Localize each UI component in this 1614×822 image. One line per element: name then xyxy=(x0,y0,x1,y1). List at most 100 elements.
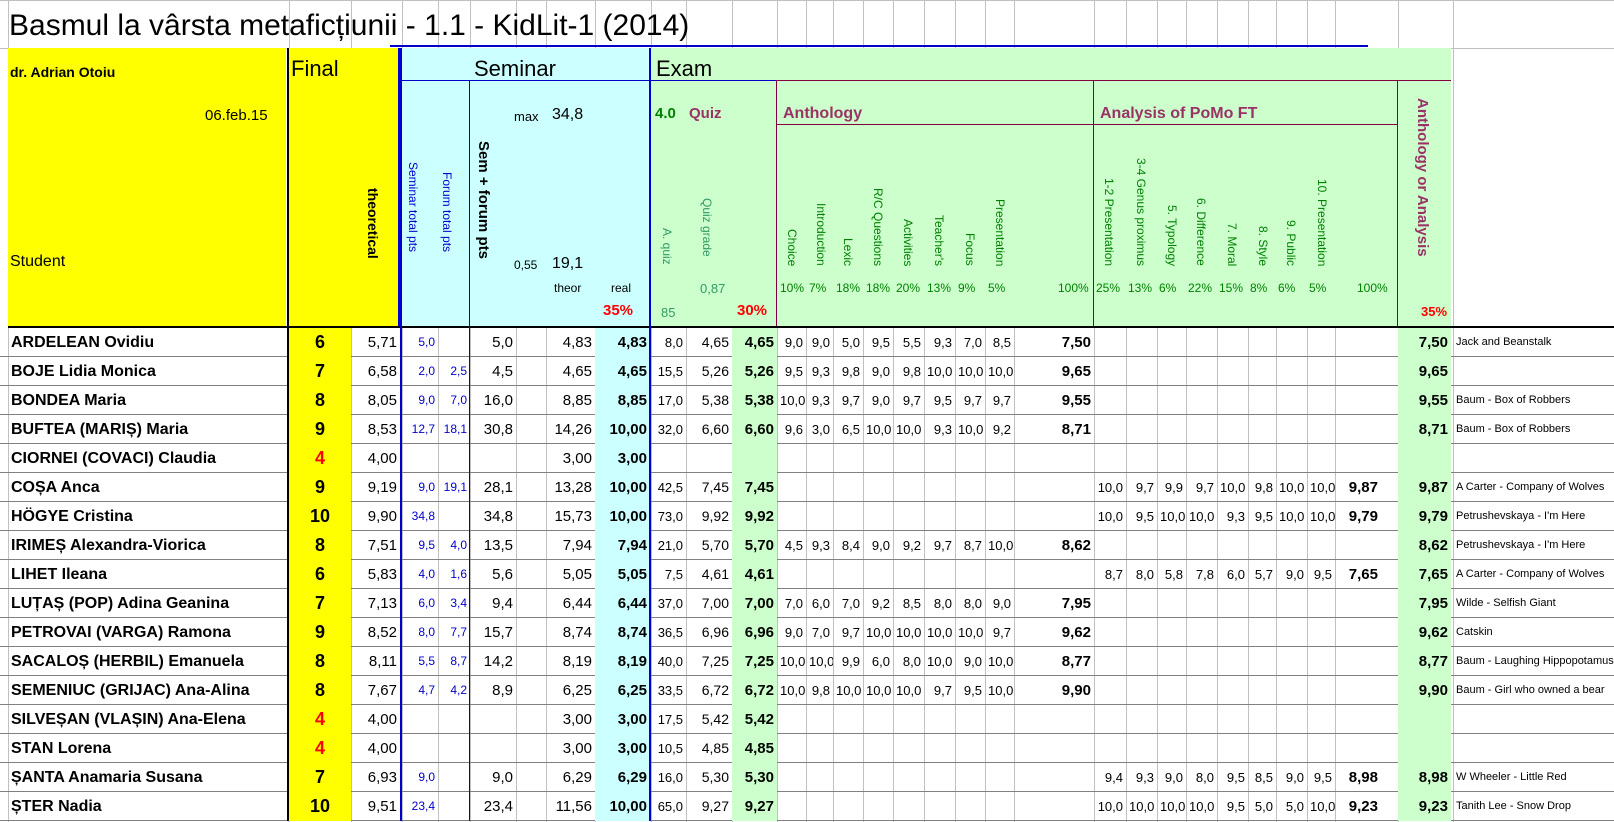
story-note: Petrushevskaya - I'm Here xyxy=(1456,539,1586,551)
anthology-total xyxy=(1014,705,1094,734)
grid-col-line xyxy=(1453,0,1454,822)
story-note: Petrushevskaya - I'm Here xyxy=(1456,510,1586,522)
anthology-score xyxy=(893,473,924,502)
analysis-score xyxy=(1126,647,1157,676)
analysis-score xyxy=(1186,589,1217,618)
seminar-pts: 23,4 xyxy=(411,799,435,813)
student-name: COȘA Anca xyxy=(11,479,100,496)
analysis-score: 5,8 xyxy=(1164,567,1183,582)
analysis-score xyxy=(1186,328,1217,357)
analysis-score: 9,5 xyxy=(1313,770,1332,785)
analysis-score xyxy=(1126,328,1157,357)
table-row xyxy=(0,763,1614,792)
seminar-real: 8,74 xyxy=(595,618,650,647)
anthology-score xyxy=(833,502,863,531)
quiz-score: 7,25 xyxy=(732,647,777,676)
anthology-score: 9,0 xyxy=(871,393,890,408)
quiz-score: 5,42 xyxy=(732,705,777,734)
grid-col-line xyxy=(863,0,864,822)
analysis-score xyxy=(1276,328,1307,357)
analysis-score: 9,8 xyxy=(1254,480,1273,495)
analysis-score xyxy=(1276,415,1307,444)
anthology-col-pct: 13% xyxy=(927,281,952,295)
anthology-score: 9,0 xyxy=(992,596,1011,611)
analysis-score xyxy=(1276,647,1307,676)
anthology-score: 10,0 xyxy=(958,364,984,379)
analysis-score xyxy=(1094,705,1126,734)
analysis-score xyxy=(1094,589,1126,618)
anthology-score: 7,0 xyxy=(811,625,830,640)
quiz-grade: 9,27 xyxy=(701,798,729,814)
quiz-score: 6,72 xyxy=(732,676,777,705)
anthology-score xyxy=(985,444,1014,473)
grid-col-line xyxy=(1248,0,1249,822)
analysis-score xyxy=(1307,676,1335,705)
analysis-score xyxy=(1126,531,1157,560)
seminar-theor: 8,74 xyxy=(562,624,592,641)
analysis-total: 7,65 xyxy=(1348,566,1378,583)
analysis-col-pct: 8% xyxy=(1250,281,1268,295)
analysis-score xyxy=(1157,531,1186,560)
analysis-score xyxy=(1094,357,1126,386)
seminar-real: 4,65 xyxy=(595,357,650,386)
table-row xyxy=(0,328,1614,357)
analysis-total xyxy=(1335,357,1381,386)
seminar-real: 3,00 xyxy=(595,444,650,473)
anthology-score xyxy=(893,734,924,763)
sem-forum-pts: 8,9 xyxy=(492,682,513,699)
sem-forum-pts: 4,5 xyxy=(492,363,513,380)
story-note xyxy=(1453,357,1614,386)
analysis-score xyxy=(1094,415,1126,444)
table-row xyxy=(0,647,1614,676)
report-date: 06.feb.15 xyxy=(205,107,268,124)
sem-forum-pts: 16,0 xyxy=(483,392,513,409)
anthology-score: 6,5 xyxy=(841,422,860,437)
anthology-score xyxy=(863,473,893,502)
anthology-score xyxy=(924,444,955,473)
analysis-score xyxy=(1157,357,1186,386)
quiz-grade: 7,45 xyxy=(701,479,729,495)
analysis-score: 9,5 xyxy=(1313,567,1332,582)
student-name: LUȚAȘ (POP) Adina Geanina xyxy=(11,595,230,612)
grid-col-line xyxy=(1335,0,1336,822)
quiz-score: 4,65 xyxy=(732,328,777,357)
analysis-score: 9,4 xyxy=(1104,770,1123,785)
table-row xyxy=(0,676,1614,705)
anthology-total xyxy=(1014,792,1094,821)
analysis-score xyxy=(1217,357,1248,386)
analysis-score xyxy=(1248,676,1276,705)
seminar-total-label: Seminar total pts xyxy=(406,162,420,253)
seminar-theor: 4,83 xyxy=(562,334,592,351)
theoretical-grade: 7,13 xyxy=(367,595,397,612)
anthology-score: 10,0 xyxy=(988,364,1014,379)
anthology-score xyxy=(863,792,893,821)
anthology-score: 10,0 xyxy=(896,625,922,640)
a-quiz: 17,5 xyxy=(657,712,683,727)
analysis-score: 9,0 xyxy=(1164,770,1183,785)
sem-forum-pts: 9,0 xyxy=(492,769,513,786)
anthology-score: 6,0 xyxy=(871,654,890,669)
final-grade: 8 xyxy=(289,531,351,560)
blue-seminar-divider xyxy=(402,80,650,81)
seminar-pts: 9,0 xyxy=(418,393,435,407)
analysis-score xyxy=(1248,328,1276,357)
grid-col-line xyxy=(651,0,652,822)
anthology-score xyxy=(985,763,1014,792)
final-grade: 8 xyxy=(289,386,351,415)
anthology-score xyxy=(863,444,893,473)
seminar-theor: 6,44 xyxy=(562,595,592,612)
analysis-score xyxy=(1126,444,1157,473)
story-note: Baum - Girl who owned a bear xyxy=(1456,684,1605,696)
seminar-real: 5,05 xyxy=(595,560,650,589)
grid-col-line xyxy=(470,0,471,822)
analysis-score: 10,0 xyxy=(1097,799,1123,814)
quiz-grade: 5,42 xyxy=(701,711,729,727)
student-name: ȘANTA Anamaria Susana xyxy=(11,769,203,786)
story-note: Wilde - Selfish Giant xyxy=(1456,597,1556,609)
analysis-total: 9,23 xyxy=(1348,798,1378,815)
grid-col-line xyxy=(924,0,925,822)
story-note: Baum - Laughing Hippopotamus xyxy=(1456,655,1614,667)
analysis-score xyxy=(1217,705,1248,734)
analysis-score xyxy=(1248,357,1276,386)
forum-pts xyxy=(438,502,470,531)
